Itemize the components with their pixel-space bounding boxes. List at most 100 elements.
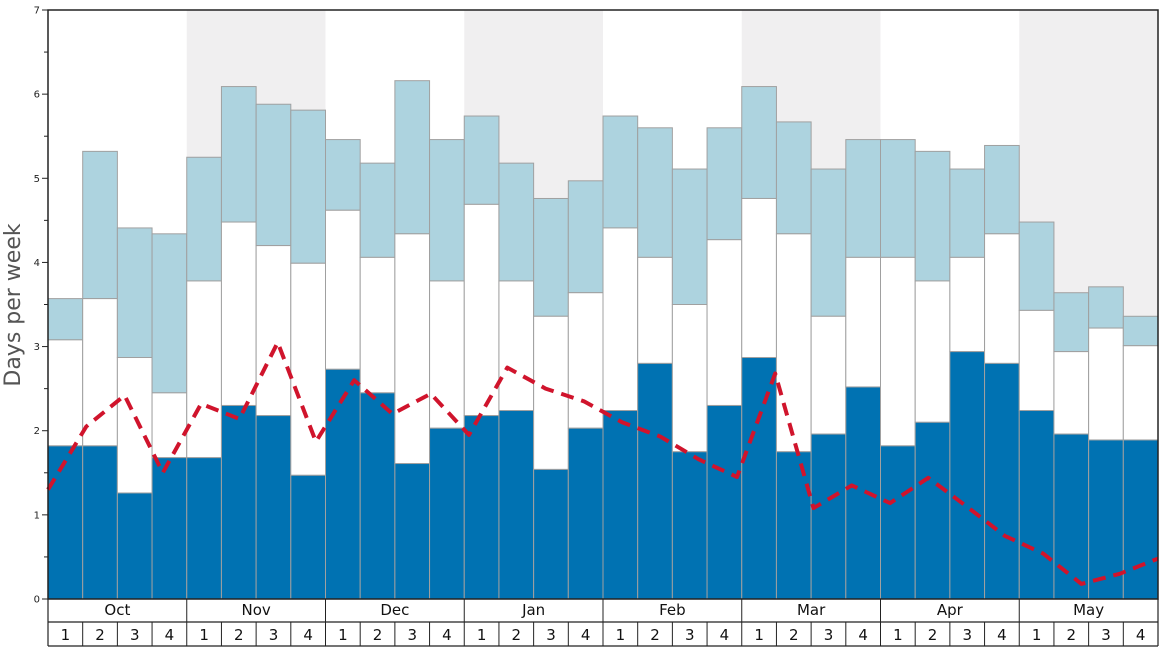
y-tick-label: 7	[34, 6, 40, 17]
bar-bottom-segment	[255, 415, 292, 600]
week-label: 1	[199, 626, 209, 644]
bar-bottom-segment	[984, 362, 1020, 600]
bar-bottom-segment	[116, 492, 153, 600]
bar-middle-segment	[602, 227, 639, 412]
bar-middle-segment	[82, 298, 118, 447]
bar-middle-segment	[359, 256, 396, 394]
week-label: 2	[512, 626, 522, 644]
bar-bottom-segment	[810, 433, 847, 600]
week-label: 1	[1032, 626, 1042, 644]
bar-bottom-segment	[775, 451, 812, 600]
week-label: 2	[789, 626, 799, 644]
month-label-dec: Dec	[380, 601, 409, 619]
y-tick-label: 5	[34, 174, 40, 185]
bar-bottom-segment	[325, 368, 361, 600]
month-label-feb: Feb	[659, 601, 686, 619]
bar-top-segment	[533, 197, 569, 317]
bar-middle-segment	[151, 392, 188, 459]
y-tick-label: 4	[34, 258, 40, 269]
bar-top-segment	[82, 150, 118, 300]
bar-middle-segment	[567, 292, 604, 429]
month-label-jan: Jan	[521, 601, 545, 619]
bar-middle-segment	[914, 280, 951, 423]
week-label: 1	[477, 626, 487, 644]
week-label: 4	[165, 626, 175, 644]
bar-top-segment	[359, 162, 396, 258]
bar-middle-segment	[775, 233, 812, 453]
week-label: 1	[616, 626, 626, 644]
bar-bottom-segment	[880, 445, 916, 600]
bar-bottom-segment	[394, 463, 431, 600]
month-label-nov: Nov	[241, 601, 270, 619]
bar-top-segment	[290, 109, 326, 264]
bar-middle-segment	[463, 203, 500, 417]
week-label: 4	[442, 626, 452, 644]
bar-middle-segment	[394, 233, 431, 465]
bar-top-segment	[984, 144, 1020, 235]
week-label: 1	[754, 626, 764, 644]
week-label: 3	[685, 626, 695, 644]
bar-bottom-segment	[1053, 433, 1090, 600]
week-label: 2	[234, 626, 244, 644]
bar-top-segment	[706, 127, 743, 241]
bar-bottom-segment	[290, 474, 326, 600]
week-label: 1	[893, 626, 903, 644]
y-axis-title: Days per week	[1, 223, 26, 386]
bar-bottom-segment	[1122, 439, 1159, 600]
dashed-line-series	[46, 340, 1159, 586]
bar-middle-segment	[984, 233, 1020, 364]
bar-middle-segment	[47, 339, 84, 447]
bar-bottom-segment	[151, 457, 188, 600]
month-label-mar: Mar	[797, 601, 826, 619]
bar-top-segment	[116, 227, 153, 359]
week-label: 3	[1101, 626, 1111, 644]
week-label: 2	[95, 626, 105, 644]
week-label: 2	[373, 626, 383, 644]
bar-top-segment	[255, 103, 292, 247]
bar-bottom-segment	[429, 427, 465, 600]
bar-top-segment	[880, 139, 916, 258]
bar-top-segment	[47, 298, 84, 341]
bar-top-segment	[463, 115, 500, 205]
y-tick-label: 0	[34, 595, 40, 606]
month-label-oct: Oct	[104, 601, 130, 619]
bar-middle-segment	[880, 256, 916, 447]
bar-middle-segment	[637, 256, 673, 364]
axes: 0 1 2 3 4 5 6 7 Oct 1 2 3 4 Nov 1 2 3 4 Dec 1 2 3 4 Jan 1 2 3 4 Feb 1…	[34, 6, 1159, 647]
bar-top-segment	[602, 115, 639, 229]
bar-bottom-segment	[463, 415, 500, 600]
bar-bottom-segment	[47, 445, 84, 600]
bar-bottom-segment	[637, 362, 673, 600]
week-label: 4	[1136, 626, 1146, 644]
bar-top-segment	[637, 127, 673, 258]
bar-middle-segment	[810, 315, 847, 435]
bar-middle-segment	[1018, 309, 1055, 412]
bar-bottom-segment	[82, 445, 118, 600]
y-tick-label: 3	[34, 342, 40, 353]
bar-middle-segment	[845, 256, 881, 388]
week-label: 2	[928, 626, 938, 644]
week-label: 1	[61, 626, 71, 644]
bars	[47, 80, 1159, 600]
week-label: 3	[130, 626, 140, 644]
bar-middle-segment	[290, 262, 326, 476]
bar-bottom-segment	[498, 410, 535, 600]
bar-top-segment	[810, 168, 847, 317]
bar-top-segment	[151, 233, 188, 394]
bar-bottom-segment	[220, 404, 257, 600]
bar-bottom-segment	[186, 457, 222, 600]
week-label: 3	[546, 626, 556, 644]
bar-top-segment	[567, 180, 604, 294]
bar-top-segment	[949, 168, 986, 258]
week-label: 4	[303, 626, 313, 644]
bar-top-segment	[186, 156, 222, 282]
bar-middle-segment	[1053, 351, 1090, 435]
dashed-line	[46, 340, 1159, 586]
bar-bottom-segment	[706, 404, 743, 600]
bar-top-segment	[220, 86, 257, 223]
bar-middle-segment	[116, 357, 153, 494]
bar-bottom-segment	[602, 410, 639, 600]
bar-middle-segment	[220, 221, 257, 406]
bar-top-segment	[1122, 315, 1159, 347]
bar-middle-segment	[429, 280, 465, 429]
